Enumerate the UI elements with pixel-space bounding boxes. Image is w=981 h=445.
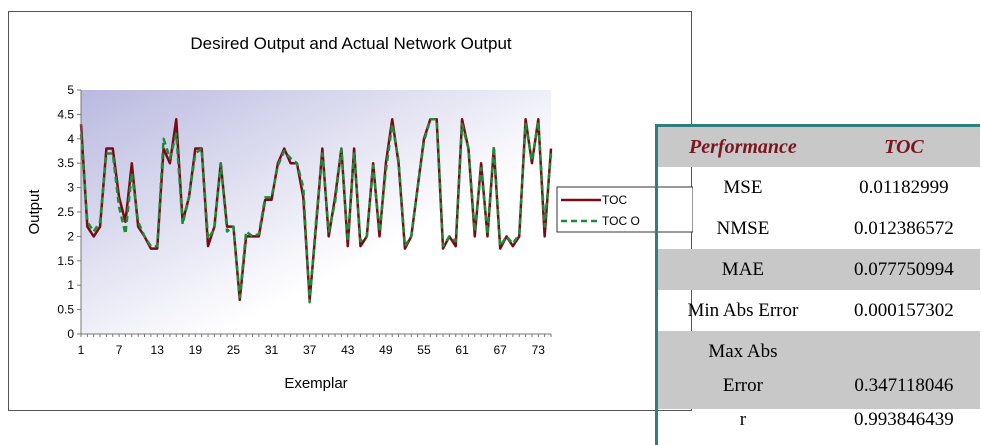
row-value: 0.01182999: [859, 176, 949, 198]
row-label: Max Abs: [656, 331, 828, 363]
x-tick-label: 31: [265, 343, 279, 357]
x-tick-label: 49: [379, 343, 393, 357]
row-value: 0.993846439: [854, 409, 954, 430]
y-tick-label: 1.5: [57, 254, 74, 268]
x-tick-label: 19: [189, 343, 203, 357]
x-tick-label: 25: [227, 343, 241, 357]
x-tick-label: 43: [341, 343, 355, 357]
line-chart: Desired Output and Actual Network Output…: [26, 34, 693, 392]
y-tick-label: 0: [67, 327, 74, 341]
table-row: r 0.993846439: [657, 409, 981, 445]
table-row: MSE 0.01182999: [657, 167, 981, 208]
row-label: Min Abs Error: [687, 299, 799, 321]
y-tick-label: 4.5: [57, 107, 74, 121]
row-value: 0.000157302: [854, 299, 954, 321]
y-tick-label: 2: [67, 229, 74, 243]
table-row: Min Abs Error 0.000157302: [657, 290, 981, 331]
x-tick-label: 7: [116, 343, 123, 357]
chart-title: Desired Output and Actual Network Output: [190, 34, 512, 53]
x-axis-label: Exemplar: [284, 375, 347, 392]
row-label: r: [739, 409, 747, 430]
row-label: MSE: [723, 176, 763, 198]
x-tick-label: 13: [151, 343, 165, 357]
legend-label-toc: TOC: [602, 193, 627, 207]
x-tick-label: 55: [417, 343, 431, 357]
row-label: MAE: [656, 249, 828, 290]
row-label: Error: [656, 363, 828, 409]
legend: TOC TOC O: [556, 186, 693, 233]
table-header-toc: TOC: [827, 125, 980, 167]
row-label: NMSE: [716, 217, 770, 239]
y-tick-label: 3: [67, 181, 74, 195]
table-row: Error 0.347118046: [656, 363, 980, 409]
table-row: MAE 0.077750994: [656, 249, 980, 290]
y-tick-label: 2.5: [57, 205, 74, 219]
y-tick-label: 1: [67, 278, 74, 292]
table-row: Max Abs: [656, 331, 980, 363]
y-tick-label: 3.5: [57, 156, 74, 170]
y-axis-label: Output: [26, 189, 43, 235]
row-value: 0.347118046: [827, 363, 980, 409]
x-tick-label: 67: [494, 343, 508, 357]
row-value: [827, 331, 980, 363]
row-value: 0.012386572: [854, 217, 954, 239]
chart-frame: Desired Output and Actual Network Output…: [8, 11, 693, 411]
table-header-performance: Performance: [656, 125, 828, 167]
y-tick-label: 4: [67, 132, 74, 146]
y-tick-label: 5: [67, 83, 74, 97]
table-row: NMSE 0.012386572: [657, 208, 981, 249]
row-value: 0.077750994: [827, 249, 980, 290]
performance-table: Performance TOC MSE 0.01182999 NMSE 0.01…: [655, 124, 980, 445]
x-tick-label: 61: [455, 343, 469, 357]
x-tick-label: 1: [78, 343, 85, 357]
series-line-toc-o: [79, 118, 553, 304]
x-tick-label: 73: [532, 343, 546, 357]
legend-label-toc-o: TOC O: [602, 214, 640, 228]
x-tick-label: 37: [303, 343, 317, 357]
y-tick-label: 0.5: [57, 303, 74, 317]
